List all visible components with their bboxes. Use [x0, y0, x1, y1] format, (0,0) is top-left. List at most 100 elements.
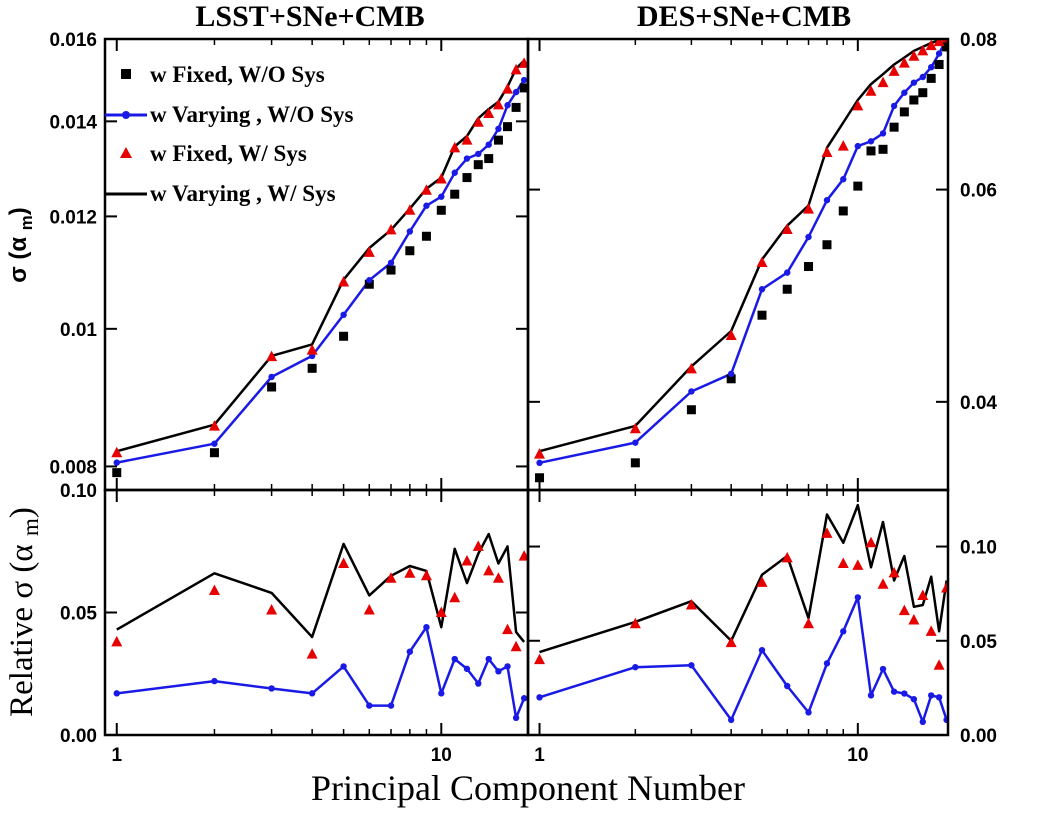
data-point-des_bottom-0-12 [888, 566, 900, 578]
data-point-lsst_bottom-2-3 [308, 690, 316, 697]
data-point-lsst_bottom-0-4 [338, 557, 350, 568]
data-point-lsst_bottom-2-0 [113, 690, 120, 697]
data-point-des_top-2-8 [837, 140, 849, 151]
y-axis-label-bottom-subscript: m [17, 518, 43, 536]
data-point-des_top-1-12 [890, 102, 898, 110]
panel-lsst_top [111, 57, 528, 478]
data-point-lsst_bottom-0-9 [435, 606, 447, 617]
data-point-lsst_top-2-15 [502, 83, 514, 94]
data-point-lsst_top-0-0 [112, 468, 122, 478]
data-point-lsst_top-2-1 [208, 420, 220, 431]
data-point-des_top-0-10 [866, 146, 876, 156]
data-point-lsst_top-2-3 [306, 344, 318, 355]
data-point-lsst_top-0-16 [511, 102, 521, 112]
data-point-lsst_bottom-2-1 [211, 677, 218, 685]
data-point-des_bottom-0-8 [837, 557, 849, 568]
series-line-lsst_bottom-1 [116, 532, 526, 643]
data-point-lsst_bottom-2-11 [463, 665, 471, 673]
data-point-des_bottom-0-0 [534, 653, 546, 665]
y-axis-label-top-subscript: m [17, 215, 36, 230]
data-point-des_top-1-0 [536, 459, 543, 467]
data-point-des_top-0-6 [804, 262, 814, 272]
data-point-des_top-0-1 [630, 458, 640, 468]
data-point-des_bottom-0-18 [941, 582, 948, 593]
data-point-des_bottom-2-4 [758, 646, 766, 654]
series-line-des_bottom-1 [539, 503, 948, 654]
series-line-des_top-1 [539, 39, 948, 465]
data-point-des_top-0-3 [726, 374, 736, 384]
data-point-lsst_bottom-2-13 [485, 655, 492, 663]
data-point-lsst_bottom-0-6 [385, 572, 397, 583]
data-point-des_top-0-2 [686, 405, 696, 415]
data-point-lsst_bottom-2-4 [340, 663, 347, 670]
data-point-lsst_bottom-2-16 [512, 714, 520, 722]
data-point-des_top-0-9 [853, 181, 863, 191]
data-point-des_top-1-1 [632, 439, 639, 446]
legend-marker-fixed-sys [120, 147, 132, 158]
data-point-lsst_top-1-1 [211, 440, 218, 447]
y-tick-label-des_top-1: 0.06 [960, 181, 997, 202]
panel-lsst_bottom [111, 532, 528, 722]
panel-title-des: DES+SNe+CMB [637, 0, 851, 33]
y-tick-label-lsst_top-3: 0.014 [49, 112, 97, 133]
data-point-des_bottom-0-5 [781, 551, 793, 563]
data-point-lsst_top-2-6 [385, 223, 397, 235]
data-point-des_bottom-0-17 [933, 659, 945, 670]
data-point-lsst_top-0-11 [462, 173, 472, 183]
data-point-lsst_bottom-2-17 [520, 695, 528, 702]
data-point-lsst_top-1-4 [340, 311, 347, 319]
y-tick-label-lsst_bottom-1: 0.05 [60, 604, 97, 625]
data-point-des_top-1-10 [867, 138, 875, 145]
data-point-lsst_bottom-2-7 [406, 648, 414, 655]
data-point-lsst_top-0-3 [307, 363, 317, 373]
data-point-des_top-0-14 [909, 95, 919, 105]
data-point-des_top-0-5 [782, 284, 792, 294]
tick-layer: 0.008 0.01 0.012 0.014 0.016 0.04 0.06 0.08 1 10 0… [49, 30, 997, 766]
data-point-des_bottom-2-13 [901, 690, 908, 697]
data-point-lsst_bottom-2-5 [366, 702, 373, 709]
data-point-lsst_top-0-13 [484, 154, 494, 164]
data-point-lsst_top-1-2 [268, 373, 275, 381]
data-point-lsst_top-2-8 [420, 184, 432, 195]
data-point-lsst_top-0-8 [421, 231, 431, 241]
data-point-lsst_top-0-17 [519, 83, 528, 93]
data-point-lsst_top-1-16 [512, 88, 520, 96]
data-point-lsst_top-1-11 [463, 155, 471, 162]
data-point-lsst_top-2-7 [404, 204, 416, 215]
y-tick-label-lsst_top-1: 0.01 [60, 320, 97, 341]
data-point-des_bottom-2-2 [688, 662, 695, 669]
data-point-lsst_top-1-8 [423, 202, 430, 209]
data-point-des_bottom-2-12 [890, 688, 898, 695]
data-point-lsst_bottom-2-15 [504, 663, 511, 670]
data-point-des_bottom-0-3 [725, 636, 737, 648]
data-point-lsst_top-1-13 [485, 141, 492, 148]
data-point-lsst_bottom-2-9 [438, 690, 445, 697]
data-point-des_top-2-1 [629, 422, 641, 434]
panel-des_top [534, 39, 948, 483]
data-point-des_bottom-0-1 [629, 617, 641, 629]
legend-label-fixed-nosys: w Fixed, W/O Sys [150, 62, 325, 87]
data-point-des_top-0-4 [757, 310, 767, 320]
data-point-des_top-2-17 [933, 39, 945, 47]
data-point-des_top-0-16 [926, 73, 936, 83]
data-point-lsst_bottom-2-6 [387, 702, 395, 709]
data-point-lsst_top-2-9 [435, 173, 447, 184]
series-layer [111, 39, 948, 726]
data-point-des_bottom-0-4 [756, 576, 768, 587]
data-point-des_bottom-0-13 [898, 604, 910, 616]
data-point-des_top-1-3 [727, 370, 735, 378]
panel-des_bottom [534, 503, 948, 726]
data-point-lsst_bottom-0-16 [510, 640, 522, 652]
data-point-des_bottom-2-3 [727, 716, 735, 724]
series-line-lsst_bottom-2 [116, 625, 526, 720]
data-point-lsst_top-2-5 [363, 246, 375, 257]
y-tick-label-lsst_top-4: 0.016 [49, 30, 97, 51]
data-point-des_top-1-7 [823, 196, 831, 204]
data-point-des_top-1-8 [840, 176, 847, 183]
data-point-lsst_bottom-0-11 [461, 555, 473, 566]
legend-label-vary-nosys: w Varying , W/O Sys [150, 102, 353, 127]
data-point-des_top-0-7 [822, 240, 832, 250]
data-point-des_top-0-18 [942, 42, 948, 52]
data-point-lsst_top-1-15 [504, 102, 511, 109]
